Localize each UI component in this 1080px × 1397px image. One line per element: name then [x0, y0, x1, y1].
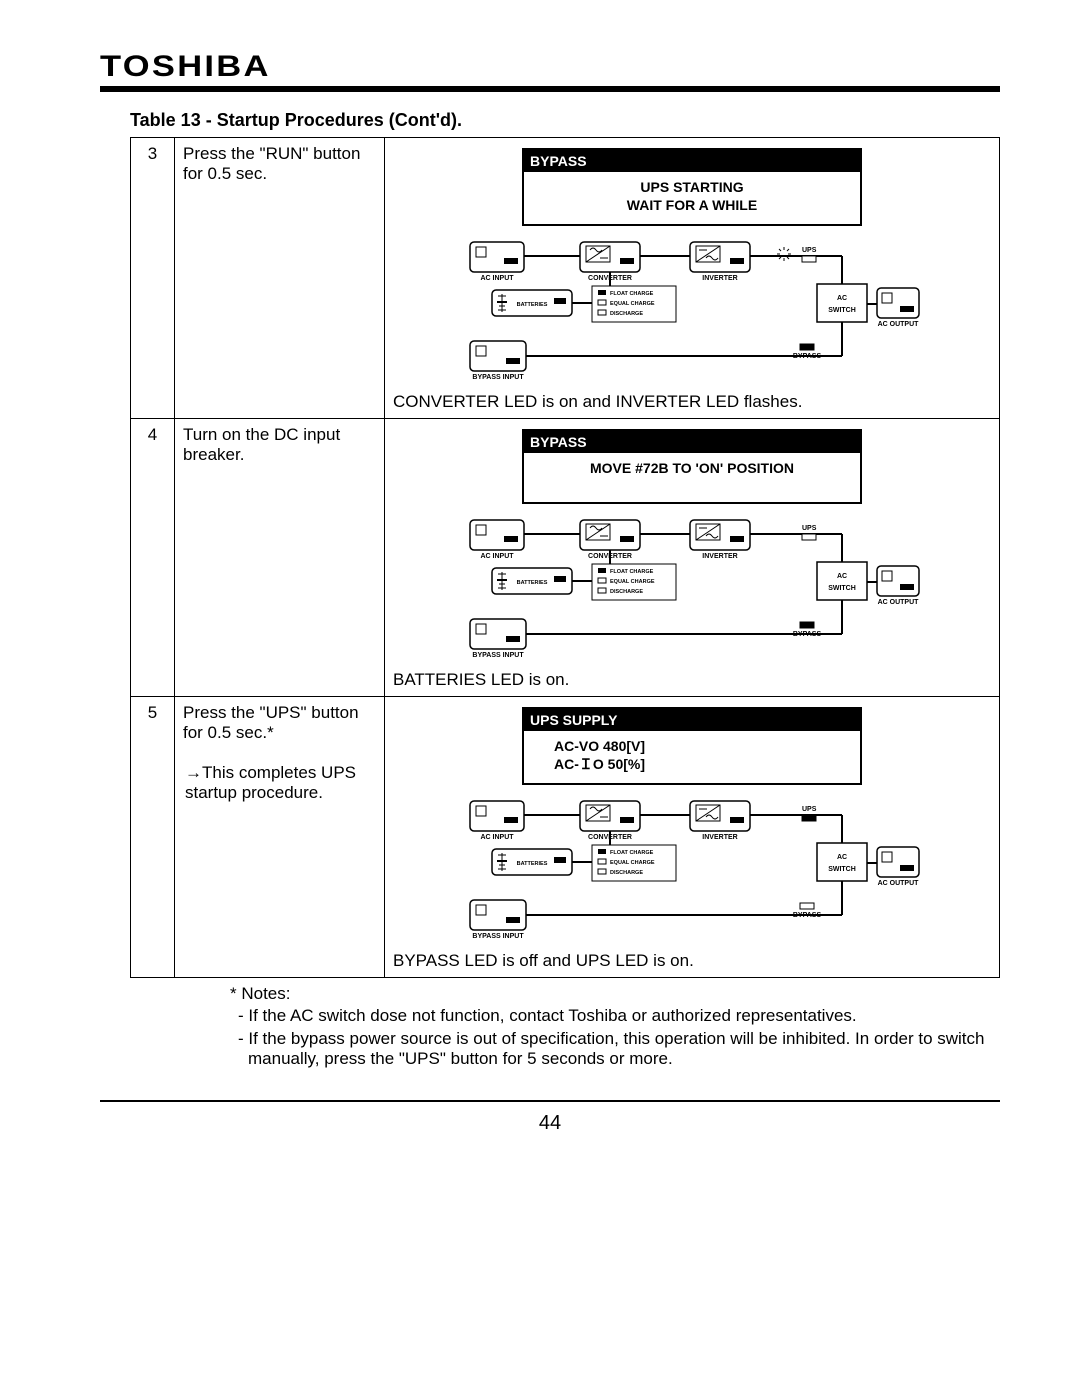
svg-text:INVERTER: INVERTER	[702, 834, 737, 841]
svg-text:UPS: UPS	[802, 525, 817, 532]
svg-text:AC INPUT: AC INPUT	[480, 553, 514, 560]
svg-text:BYPASS: BYPASS	[793, 631, 822, 638]
table-row: 5 Press the "UPS" button for 0.5 sec.* →…	[131, 696, 1000, 977]
svg-text:DISCHARGE: DISCHARGE	[610, 870, 643, 876]
svg-text:BYPASS INPUT: BYPASS INPUT	[472, 933, 524, 940]
step-action-text: →This completes UPS startup procedure.	[183, 763, 376, 803]
svg-text:BYPASS INPUT: BYPASS INPUT	[472, 374, 524, 381]
svg-text:BYPASS: BYPASS	[793, 912, 822, 919]
svg-text:AC: AC	[837, 854, 847, 861]
note-item: - If the bypass power source is out of s…	[230, 1029, 1000, 1070]
table-row: 4 Turn on the DC input breaker. BYPASS M…	[131, 419, 1000, 696]
block-diagram: AC INPUT CONVERTER INVERTER UPS AC SWITC…	[462, 236, 922, 386]
step-display: UPS SUPPLY AC-VO 480[V] AC-ＩO 50[%] AC I…	[385, 696, 1000, 977]
note-item: - If the AC switch dose not function, co…	[230, 1006, 1000, 1026]
step-action: Press the "UPS" button for 0.5 sec.* →Th…	[175, 696, 385, 977]
svg-text:DISCHARGE: DISCHARGE	[610, 589, 643, 595]
lcd-line: AC-VO 480[V]	[554, 737, 852, 755]
footer-rule	[100, 1100, 1000, 1102]
svg-text:SWITCH: SWITCH	[828, 307, 856, 314]
svg-text:DISCHARGE: DISCHARGE	[610, 311, 643, 317]
svg-text:BATTERIES: BATTERIES	[517, 302, 548, 308]
lcd-panel: UPS SUPPLY AC-VO 480[V] AC-ＩO 50[%]	[522, 707, 862, 785]
svg-text:FLOAT CHARGE: FLOAT CHARGE	[610, 850, 654, 856]
svg-text:FLOAT CHARGE: FLOAT CHARGE	[610, 569, 654, 575]
step-display: BYPASS UPS STARTING WAIT FOR A WHILE AC …	[385, 138, 1000, 419]
svg-text:BYPASS INPUT: BYPASS INPUT	[472, 652, 524, 659]
svg-text:UPS: UPS	[802, 806, 817, 813]
lcd-body: MOVE #72B TO 'ON' POSITION	[524, 453, 860, 501]
notes-heading: * Notes:	[230, 984, 1000, 1004]
step-display: BYPASS MOVE #72B TO 'ON' POSITION AC INP…	[385, 419, 1000, 696]
lcd-panel: BYPASS UPS STARTING WAIT FOR A WHILE	[522, 148, 862, 226]
header-rule	[100, 86, 1000, 92]
svg-text:INVERTER: INVERTER	[702, 553, 737, 560]
lcd-body: AC-VO 480[V] AC-ＩO 50[%]	[524, 731, 860, 783]
lcd-header: BYPASS	[524, 431, 860, 453]
svg-text:AC: AC	[837, 573, 847, 580]
step-number: 4	[131, 419, 175, 696]
step-action-text: Press the "UPS" button for 0.5 sec.*	[183, 703, 376, 743]
block-diagram: AC INPUT CONVERTER INVERTER UPS AC SWITC…	[462, 795, 922, 945]
notes-block: * Notes: - If the AC switch dose not fun…	[230, 984, 1000, 1070]
svg-text:SWITCH: SWITCH	[828, 585, 856, 592]
svg-text:AC OUTPUT: AC OUTPUT	[878, 880, 920, 887]
lcd-header: BYPASS	[524, 150, 860, 172]
table-row: 3 Press the "RUN" button for 0.5 sec. BY…	[131, 138, 1000, 419]
svg-text:AC: AC	[837, 295, 847, 302]
status-caption: CONVERTER LED is on and INVERTER LED fla…	[393, 392, 991, 412]
table-title: Table 13 - Startup Procedures (Cont'd).	[130, 110, 1000, 131]
step-number: 3	[131, 138, 175, 419]
lcd-line: UPS STARTING	[532, 178, 852, 196]
svg-text:EQUAL CHARGE: EQUAL CHARGE	[610, 579, 655, 585]
svg-text:AC OUTPUT: AC OUTPUT	[878, 599, 920, 606]
step-action: Turn on the DC input breaker.	[175, 419, 385, 696]
step-number: 5	[131, 696, 175, 977]
svg-text:BYPASS: BYPASS	[793, 353, 822, 360]
svg-text:AC INPUT: AC INPUT	[480, 834, 514, 841]
brand-logo: TOSHIBA	[100, 50, 1080, 84]
lcd-panel: BYPASS MOVE #72B TO 'ON' POSITION	[522, 429, 862, 503]
lcd-line: AC-ＩO 50[%]	[554, 755, 852, 773]
procedures-table: 3 Press the "RUN" button for 0.5 sec. BY…	[130, 137, 1000, 978]
step-action: Press the "RUN" button for 0.5 sec.	[175, 138, 385, 419]
svg-text:UPS: UPS	[802, 247, 817, 254]
svg-text:BATTERIES: BATTERIES	[517, 861, 548, 867]
page-number: 44	[100, 1112, 1000, 1135]
page: TOSHIBA Table 13 - Startup Procedures (C…	[0, 0, 1080, 1175]
lcd-body: UPS STARTING WAIT FOR A WHILE	[524, 172, 860, 224]
lcd-header: UPS SUPPLY	[524, 709, 860, 731]
svg-text:EQUAL CHARGE: EQUAL CHARGE	[610, 301, 655, 307]
svg-text:AC OUTPUT: AC OUTPUT	[878, 321, 920, 328]
lcd-line	[532, 478, 852, 492]
status-caption: BATTERIES LED is on.	[393, 670, 991, 690]
svg-text:EQUAL CHARGE: EQUAL CHARGE	[610, 860, 655, 866]
block-diagram: AC INPUT CONVERTER INVERTER UPS AC SWITC…	[462, 514, 922, 664]
svg-text:AC INPUT: AC INPUT	[480, 275, 514, 282]
svg-text:SWITCH: SWITCH	[828, 866, 856, 873]
svg-text:INVERTER: INVERTER	[702, 275, 737, 282]
svg-text:BATTERIES: BATTERIES	[517, 580, 548, 586]
svg-text:FLOAT CHARGE: FLOAT CHARGE	[610, 291, 654, 297]
lcd-line: WAIT FOR A WHILE	[532, 196, 852, 214]
status-caption: BYPASS LED is off and UPS LED is on.	[393, 951, 991, 971]
lcd-line: MOVE #72B TO 'ON' POSITION	[532, 459, 852, 477]
